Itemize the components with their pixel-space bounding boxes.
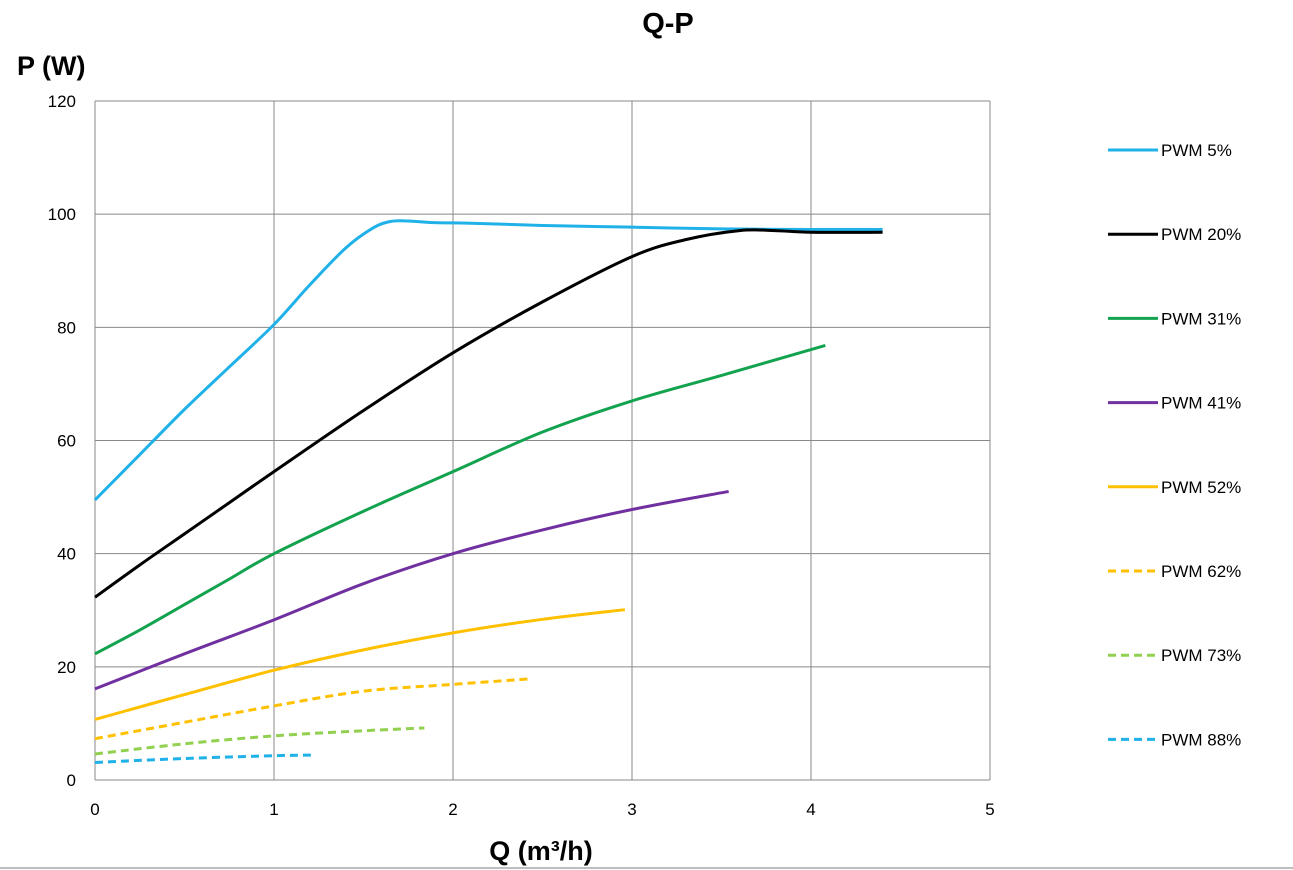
legend-label-pwm-73: PWM 73% xyxy=(1161,646,1241,665)
legend-label-pwm-20: PWM 20% xyxy=(1161,225,1241,244)
legend-item-pwm-41: PWM 41% xyxy=(1108,394,1241,413)
chart-title: Q-P xyxy=(642,8,694,40)
legend-item-pwm-62: PWM 62% xyxy=(1108,562,1241,581)
series-line-pwm-52 xyxy=(94,608,626,721)
y-tick-label-40: 40 xyxy=(57,545,76,564)
x-tick-label-2: 2 xyxy=(448,800,457,819)
y-tick-label-20: 20 xyxy=(57,658,76,677)
x-tick-label-0: 0 xyxy=(90,800,99,819)
legend-label-pwm-41: PWM 41% xyxy=(1161,394,1241,413)
x-tick-label-3: 3 xyxy=(627,800,636,819)
legend-label-pwm-62: PWM 62% xyxy=(1161,562,1241,581)
legend-item-pwm-88: PWM 88% xyxy=(1108,730,1241,749)
series-line-pwm-41 xyxy=(94,489,729,691)
series-line-pwm-20 xyxy=(94,228,883,599)
series-line-pwm-62 xyxy=(94,677,532,741)
legend-item-pwm-31: PWM 31% xyxy=(1108,309,1241,328)
series-lines xyxy=(93,219,883,764)
series-line-pwm-88 xyxy=(94,753,314,764)
y-axis-label: P (W) xyxy=(17,51,86,81)
legend-label-pwm-5: PWM 5% xyxy=(1161,141,1232,160)
axis-ticks: 0 20 40 60 80 100 120 0 1 2 3 4 5 xyxy=(48,92,995,819)
x-axis-label: Q (m³/h) xyxy=(489,836,592,866)
legend-item-pwm-73: PWM 73% xyxy=(1108,646,1241,665)
series-line-pwm-5 xyxy=(93,219,883,501)
series-line-pwm-73 xyxy=(94,726,425,756)
y-tick-label-0: 0 xyxy=(67,771,76,790)
y-tick-label-60: 60 xyxy=(57,432,76,451)
y-tick-label-120: 120 xyxy=(48,92,76,111)
grid xyxy=(94,100,991,781)
series-line-pwm-31 xyxy=(94,343,826,656)
y-tick-label-100: 100 xyxy=(48,205,76,224)
x-tick-label-4: 4 xyxy=(806,800,815,819)
legend-label-pwm-31: PWM 31% xyxy=(1161,309,1241,328)
y-tick-label-80: 80 xyxy=(57,318,76,337)
legend-label-pwm-88: PWM 88% xyxy=(1161,730,1241,749)
x-tick-label-1: 1 xyxy=(269,800,278,819)
legend-item-pwm-20: PWM 20% xyxy=(1108,225,1241,244)
legend-item-pwm-52: PWM 52% xyxy=(1108,478,1241,497)
legend-label-pwm-52: PWM 52% xyxy=(1161,478,1241,497)
legend-item-pwm-5: PWM 5% xyxy=(1108,141,1232,160)
legend: PWM 5% PWM 20% PWM 31% PWM 41% PWM 52% PWM 62… xyxy=(1108,141,1241,749)
x-tick-label-5: 5 xyxy=(985,800,994,819)
